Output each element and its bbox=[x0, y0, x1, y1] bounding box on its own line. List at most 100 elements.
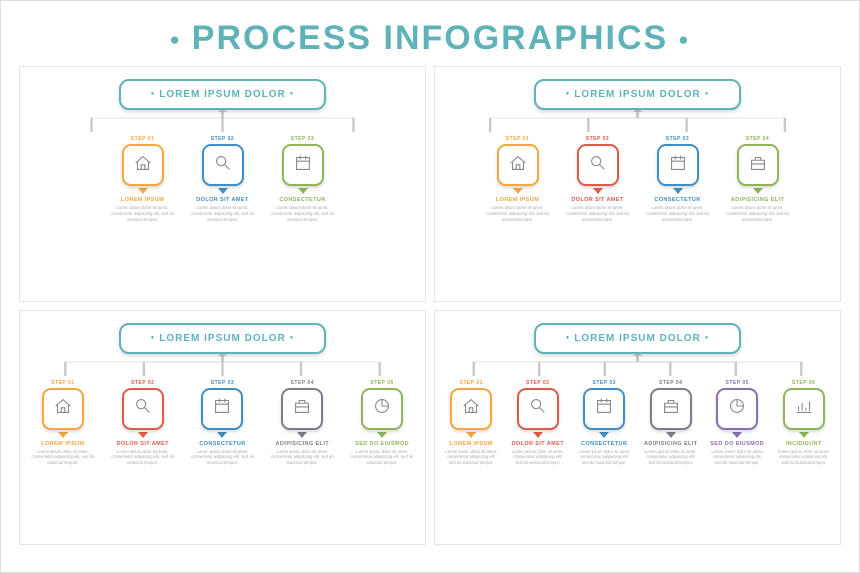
panel-title-box: ●LOREM IPSUM DOLOR● bbox=[119, 323, 327, 354]
step-number: STEP 02 bbox=[131, 380, 154, 386]
step-heading: ADIPISICING ELIT bbox=[276, 441, 329, 447]
panel-title-text: LOREM IPSUM DOLOR bbox=[574, 89, 700, 100]
panel: ●LOREM IPSUM DOLOR● STEP 01 LOREM IPSUM … bbox=[434, 310, 841, 546]
step-body: Lorem ipsum dolor sit amet, consectetur … bbox=[265, 449, 339, 467]
steps-row: STEP 01 LOREM IPSUM Lorem ipsum dolor si… bbox=[26, 136, 419, 223]
steps-row: STEP 01 LOREM IPSUM Lorem ipsum dolor si… bbox=[26, 380, 419, 467]
step-pointer bbox=[298, 188, 308, 194]
house-icon bbox=[460, 395, 482, 422]
search-icon bbox=[587, 152, 609, 179]
step-pointer bbox=[666, 432, 676, 438]
step-heading: DOLOR SIT AMET bbox=[571, 197, 623, 203]
step-number: STEP 03 bbox=[291, 136, 314, 142]
step-pointer bbox=[513, 188, 523, 194]
step-body: Lorem ipsum dolor sit amet, consectetur … bbox=[106, 449, 180, 467]
step-icon-box bbox=[450, 388, 492, 430]
step-number: STEP 05 bbox=[370, 380, 393, 386]
step-heading: DOLOR SIT AMET bbox=[512, 441, 564, 447]
step-number: STEP 03 bbox=[666, 136, 689, 142]
panels-grid: ●LOREM IPSUM DOLOR● STEP 01 LOREM IPSUM … bbox=[1, 66, 859, 563]
step-pointer bbox=[732, 432, 742, 438]
step-number: STEP 01 bbox=[460, 380, 483, 386]
step-number: STEP 03 bbox=[211, 380, 234, 386]
house-icon bbox=[52, 395, 74, 422]
briefcase-icon bbox=[660, 395, 682, 422]
steps-row: STEP 01 LOREM IPSUM Lorem ipsum dolor si… bbox=[441, 380, 834, 467]
panel: ●LOREM IPSUM DOLOR● STEP 01 LOREM IPSUM … bbox=[19, 310, 426, 546]
step-body: Lorem ipsum dolor sit amet, consectetur … bbox=[266, 205, 340, 223]
panel: ●LOREM IPSUM DOLOR● STEP 01 LOREM IPSUM … bbox=[434, 66, 841, 302]
step-icon-box bbox=[583, 388, 625, 430]
calendar-icon bbox=[292, 152, 314, 179]
main-title: ●PROCESS INFOGRAPHICS● bbox=[1, 1, 859, 66]
connectors bbox=[26, 354, 419, 380]
step-pointer bbox=[599, 432, 609, 438]
panel-title-dot: ● bbox=[147, 91, 160, 97]
steps-row: STEP 01 LOREM IPSUM Lorem ipsum dolor si… bbox=[441, 136, 834, 223]
title-dot-right: ● bbox=[668, 30, 700, 49]
step-icon-box bbox=[650, 388, 692, 430]
step-pointer bbox=[218, 188, 228, 194]
step-number: STEP 02 bbox=[526, 380, 549, 386]
step: STEP 06 INCIDIDUNT Lorem ipsum dolor sit… bbox=[774, 380, 835, 467]
search-icon bbox=[527, 395, 549, 422]
step-pointer bbox=[297, 432, 307, 438]
step-pointer bbox=[377, 432, 387, 438]
step-icon-box bbox=[517, 388, 559, 430]
step-icon-box bbox=[281, 388, 323, 430]
step-heading: DOLOR SIT AMET bbox=[196, 197, 248, 203]
main-title-text: PROCESS INFOGRAPHICS bbox=[192, 19, 668, 57]
step-number: STEP 02 bbox=[586, 136, 609, 142]
step-body: Lorem ipsum dolor sit amet, consectetur … bbox=[774, 449, 835, 467]
pie-icon bbox=[371, 395, 393, 422]
panel-title-dot: ● bbox=[701, 91, 714, 97]
step-number: STEP 01 bbox=[131, 136, 154, 142]
step: STEP 05 SED DO EIUSMOD Lorem ipsum dolor… bbox=[707, 380, 768, 467]
step-pointer bbox=[753, 188, 763, 194]
page: ●PROCESS INFOGRAPHICS● ●LOREM IPSUM DOLO… bbox=[0, 0, 860, 573]
connectors bbox=[441, 110, 834, 136]
step-number: STEP 04 bbox=[291, 380, 314, 386]
step: STEP 02 DOLOR SIT AMET Lorem ipsum dolor… bbox=[508, 380, 569, 467]
calendar-icon bbox=[593, 395, 615, 422]
step-body: Lorem ipsum dolor sit amet, consectetur … bbox=[106, 205, 180, 223]
step: STEP 03 CONSECTETUR Lorem ipsum dolor si… bbox=[266, 136, 340, 223]
step-heading: CONSECTETUR bbox=[654, 197, 700, 203]
step: STEP 01 LOREM IPSUM Lorem ipsum dolor si… bbox=[106, 136, 180, 223]
step-number: STEP 03 bbox=[593, 380, 616, 386]
step-pointer bbox=[138, 188, 148, 194]
panel-title-dot: ● bbox=[562, 91, 575, 97]
step-icon-box bbox=[783, 388, 825, 430]
step-number: STEP 04 bbox=[746, 136, 769, 142]
step-icon-box bbox=[737, 144, 779, 186]
step-icon-box bbox=[497, 144, 539, 186]
step-heading: ADIPISICING ELIT bbox=[644, 441, 697, 447]
step-pointer bbox=[217, 432, 227, 438]
connectors bbox=[26, 110, 419, 136]
panel-title-box: ●LOREM IPSUM DOLOR● bbox=[534, 79, 742, 110]
step-heading: LOREM IPSUM bbox=[121, 197, 164, 203]
step-pointer bbox=[138, 432, 148, 438]
step-icon-box bbox=[202, 144, 244, 186]
calendar-icon bbox=[211, 395, 233, 422]
step-body: Lorem ipsum dolor sit amet, consectetur … bbox=[441, 449, 502, 467]
step: STEP 01 LOREM IPSUM Lorem ipsum dolor si… bbox=[441, 380, 502, 467]
step: STEP 04 ADIPISICING ELIT Lorem ipsum dol… bbox=[721, 136, 795, 223]
step-heading: CONSECTETUR bbox=[279, 197, 325, 203]
step-heading: DOLOR SIT AMET bbox=[116, 441, 168, 447]
step: STEP 02 DOLOR SIT AMET Lorem ipsum dolor… bbox=[561, 136, 635, 223]
panel-title-dot: ● bbox=[562, 335, 575, 341]
chart-icon bbox=[793, 395, 815, 422]
step-icon-box bbox=[361, 388, 403, 430]
step-body: Lorem ipsum dolor sit amet, consectetur … bbox=[574, 449, 635, 467]
step: STEP 03 CONSECTETUR Lorem ipsum dolor si… bbox=[641, 136, 715, 223]
panel: ●LOREM IPSUM DOLOR● STEP 01 LOREM IPSUM … bbox=[19, 66, 426, 302]
step: STEP 02 DOLOR SIT AMET Lorem ipsum dolor… bbox=[106, 380, 180, 467]
step-body: Lorem ipsum dolor sit amet, consectetur … bbox=[508, 449, 569, 467]
panel-title-text: LOREM IPSUM DOLOR bbox=[159, 89, 285, 100]
step-body: Lorem ipsum dolor sit amet, consectetur … bbox=[186, 205, 260, 223]
panel-title-dot: ● bbox=[147, 335, 160, 341]
step-body: Lorem ipsum dolor sit amet, consectetur … bbox=[481, 205, 555, 223]
step-body: Lorem ipsum dolor sit amet, consectetur … bbox=[26, 449, 100, 467]
step: STEP 05 SED DO EIUSMOD Lorem ipsum dolor… bbox=[345, 380, 419, 467]
